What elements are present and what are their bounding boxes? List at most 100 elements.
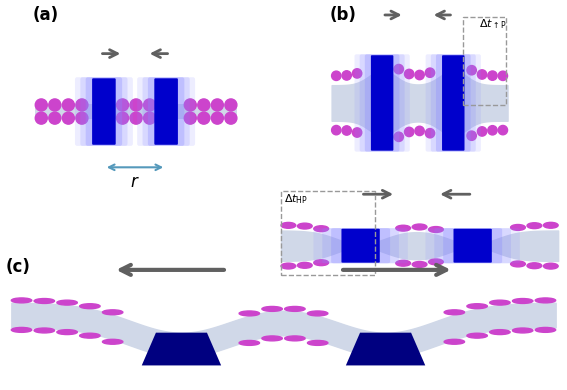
- Circle shape: [225, 99, 237, 111]
- Circle shape: [62, 99, 74, 111]
- FancyBboxPatch shape: [354, 54, 410, 152]
- Circle shape: [342, 71, 352, 80]
- FancyBboxPatch shape: [443, 228, 502, 263]
- Circle shape: [298, 223, 312, 229]
- Circle shape: [429, 227, 443, 232]
- Circle shape: [527, 223, 541, 229]
- Circle shape: [103, 310, 123, 315]
- Circle shape: [332, 126, 341, 135]
- Circle shape: [425, 129, 435, 138]
- Circle shape: [143, 99, 155, 111]
- Circle shape: [394, 132, 404, 142]
- Circle shape: [225, 112, 237, 124]
- Circle shape: [477, 70, 486, 79]
- Circle shape: [394, 64, 404, 74]
- Circle shape: [262, 336, 282, 341]
- Circle shape: [477, 127, 486, 136]
- FancyBboxPatch shape: [359, 54, 405, 152]
- Circle shape: [239, 340, 260, 346]
- Circle shape: [34, 298, 54, 303]
- Circle shape: [314, 226, 328, 232]
- FancyBboxPatch shape: [86, 77, 122, 146]
- Circle shape: [535, 328, 556, 332]
- Circle shape: [490, 330, 510, 335]
- Circle shape: [444, 310, 464, 315]
- Circle shape: [314, 260, 328, 266]
- Circle shape: [396, 225, 411, 231]
- Circle shape: [11, 298, 32, 303]
- FancyBboxPatch shape: [454, 229, 492, 263]
- Circle shape: [498, 71, 507, 80]
- Text: (a): (a): [33, 6, 59, 25]
- Circle shape: [130, 99, 142, 111]
- FancyBboxPatch shape: [365, 54, 400, 152]
- Circle shape: [239, 311, 260, 316]
- Circle shape: [527, 263, 541, 269]
- Circle shape: [543, 222, 558, 228]
- Circle shape: [467, 304, 487, 308]
- Circle shape: [412, 262, 427, 268]
- Circle shape: [117, 112, 129, 124]
- Circle shape: [412, 224, 427, 230]
- Circle shape: [511, 225, 526, 230]
- Circle shape: [307, 311, 328, 316]
- Circle shape: [425, 68, 435, 77]
- FancyBboxPatch shape: [436, 54, 471, 152]
- Circle shape: [80, 304, 100, 308]
- FancyBboxPatch shape: [148, 77, 184, 146]
- Text: $r$: $r$: [130, 173, 140, 191]
- Circle shape: [511, 261, 526, 267]
- Circle shape: [143, 112, 155, 124]
- Circle shape: [342, 126, 352, 135]
- Circle shape: [80, 333, 100, 338]
- Circle shape: [513, 328, 533, 333]
- Circle shape: [353, 128, 362, 137]
- FancyBboxPatch shape: [92, 78, 116, 145]
- Circle shape: [57, 330, 77, 335]
- Circle shape: [285, 307, 305, 311]
- FancyBboxPatch shape: [426, 54, 481, 152]
- Text: (c): (c): [6, 257, 31, 276]
- Circle shape: [444, 339, 464, 344]
- FancyBboxPatch shape: [371, 55, 393, 151]
- Circle shape: [211, 112, 223, 124]
- FancyBboxPatch shape: [322, 228, 399, 263]
- Circle shape: [57, 300, 77, 305]
- Circle shape: [488, 126, 497, 135]
- FancyBboxPatch shape: [341, 229, 380, 263]
- FancyBboxPatch shape: [442, 55, 464, 151]
- Text: $\Delta t_{\rm \uparrow P}$: $\Delta t_{\rm \uparrow P}$: [480, 17, 507, 31]
- Circle shape: [332, 71, 341, 80]
- Circle shape: [62, 112, 74, 124]
- Circle shape: [396, 260, 411, 266]
- Circle shape: [543, 263, 558, 269]
- Circle shape: [298, 262, 312, 268]
- Circle shape: [467, 131, 476, 140]
- FancyBboxPatch shape: [137, 77, 195, 146]
- Circle shape: [35, 112, 47, 124]
- Circle shape: [415, 126, 424, 136]
- Circle shape: [498, 126, 507, 135]
- Circle shape: [184, 99, 196, 111]
- Circle shape: [76, 99, 88, 111]
- Circle shape: [488, 71, 497, 80]
- Circle shape: [198, 99, 210, 111]
- Circle shape: [467, 333, 487, 338]
- Circle shape: [467, 66, 476, 75]
- Circle shape: [353, 69, 362, 78]
- Circle shape: [429, 259, 443, 265]
- Circle shape: [415, 70, 424, 80]
- Circle shape: [513, 298, 533, 303]
- FancyBboxPatch shape: [154, 78, 178, 145]
- Circle shape: [281, 222, 296, 228]
- Circle shape: [49, 112, 61, 124]
- Circle shape: [103, 339, 123, 344]
- Circle shape: [130, 112, 142, 124]
- FancyBboxPatch shape: [425, 228, 520, 263]
- Circle shape: [11, 328, 32, 332]
- Circle shape: [404, 69, 414, 79]
- Circle shape: [211, 99, 223, 111]
- FancyBboxPatch shape: [35, 105, 237, 119]
- Circle shape: [307, 340, 328, 346]
- Circle shape: [49, 99, 61, 111]
